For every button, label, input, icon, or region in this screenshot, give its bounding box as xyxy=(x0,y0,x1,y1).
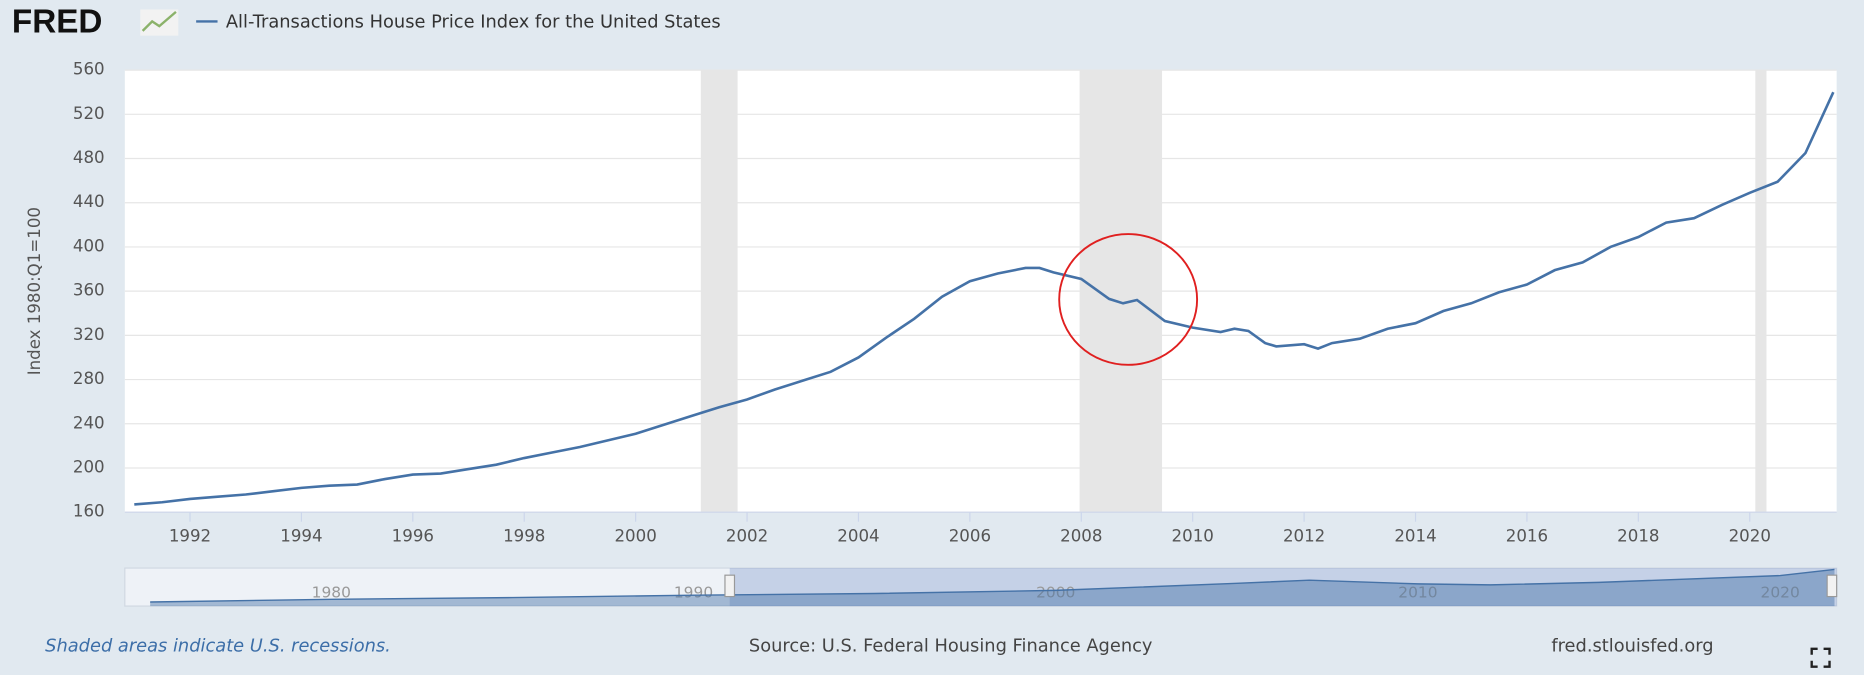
navigator-handle[interactable] xyxy=(724,574,736,598)
x-tick-label: 2014 xyxy=(1394,527,1436,546)
x-tick-label: 2006 xyxy=(949,527,991,546)
footer-site: fred.stlouisfed.org xyxy=(1551,635,1713,656)
x-tick-label: 2012 xyxy=(1283,527,1325,546)
x-tick-label: 2020 xyxy=(1729,527,1771,546)
navigator-tick-label: 1990 xyxy=(674,584,713,602)
y-tick-label: 480 xyxy=(73,148,105,167)
navigator-selection xyxy=(729,568,1837,607)
y-tick-label: 360 xyxy=(73,281,105,300)
x-tick-label: 1996 xyxy=(392,527,434,546)
x-tick-label: 2000 xyxy=(614,527,656,546)
x-tick-label: 2002 xyxy=(726,527,768,546)
navigator-tick-label: 2000 xyxy=(1036,584,1075,602)
legend-label: All-Transactions House Price Index for t… xyxy=(226,12,721,33)
x-tick-label: 2004 xyxy=(837,527,879,546)
navigator-line xyxy=(150,568,1835,603)
y-tick-label: 240 xyxy=(73,413,105,432)
navigator-handle[interactable] xyxy=(1826,574,1838,598)
x-tick-label: 2016 xyxy=(1506,527,1548,546)
y-tick-label: 560 xyxy=(73,60,105,79)
footer-source: Source: U.S. Federal Housing Finance Age… xyxy=(749,635,1153,656)
navigator-background xyxy=(124,567,1838,607)
y-tick-label: 520 xyxy=(73,104,105,123)
y-tick-label: 440 xyxy=(73,192,105,211)
x-tick-label: 2018 xyxy=(1617,527,1659,546)
footer-note: Shaded areas indicate U.S. recessions. xyxy=(45,635,391,656)
logo: FRED xyxy=(12,4,103,41)
x-tick-label: 1994 xyxy=(280,527,322,546)
navigator-tick-label: 2010 xyxy=(1398,584,1437,602)
x-tick-label: 2008 xyxy=(1060,527,1102,546)
annotation-circle xyxy=(1058,233,1199,366)
y-tick-label: 400 xyxy=(73,236,105,255)
navigator-tick-label: 2020 xyxy=(1761,584,1800,602)
y-tick-label: 200 xyxy=(73,457,105,476)
x-tick-label: 1998 xyxy=(503,527,545,546)
fullscreen-icon[interactable] xyxy=(1810,647,1831,668)
data-line xyxy=(134,91,1835,506)
y-tick-label: 320 xyxy=(73,325,105,344)
x-tick-label: 2010 xyxy=(1172,527,1214,546)
y-tick-label: 280 xyxy=(73,369,105,388)
x-tick-label: 1992 xyxy=(169,527,211,546)
navigator-tick-label: 1980 xyxy=(312,584,351,602)
y-axis-label: Index 1980:Q1=100 xyxy=(25,207,44,375)
logo-icon xyxy=(140,9,179,36)
y-tick-label: 160 xyxy=(73,502,105,521)
